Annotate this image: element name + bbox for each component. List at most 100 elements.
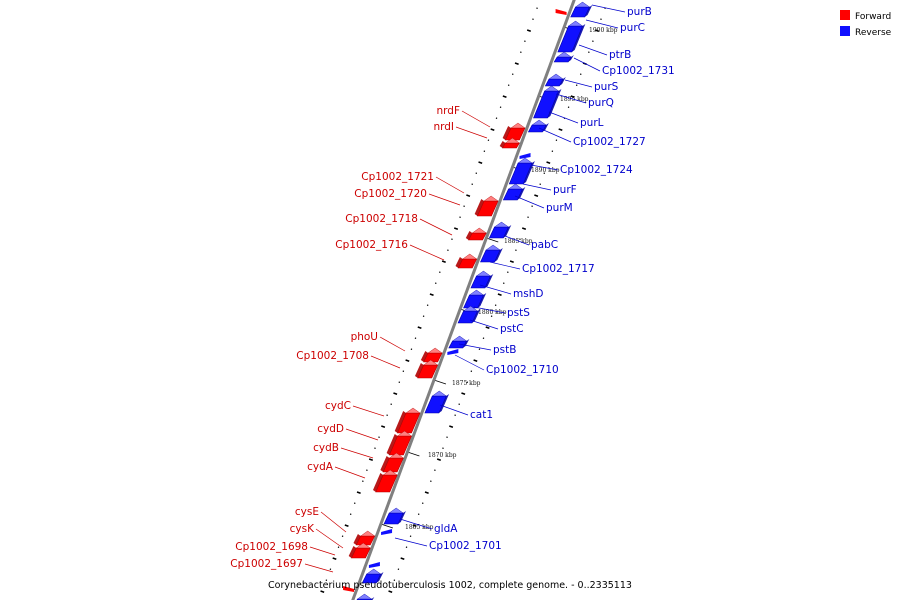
gene-label-connector [458,343,492,351]
forward-gene-feature[interactable] [386,430,413,456]
gene-label-connector [469,319,499,330]
forward-gene-label[interactable]: Cp1002_1708 [296,350,369,362]
reverse-gene-label[interactable]: purB [627,6,652,18]
scale-tick-line [407,451,420,457]
reverse-gene-label[interactable]: gldA [434,523,458,535]
forward-gene-feature[interactable] [455,253,478,269]
gene-label-connector [461,110,491,128]
scale-tick-line [433,379,447,385]
scale-tick-mark [509,260,514,263]
reverse-gene-label[interactable]: cat1 [470,409,493,421]
scale-tick-mark [497,293,502,296]
reverse-gene-feature[interactable] [557,20,586,53]
forward-gene-feature[interactable] [372,469,398,493]
forward-gene-feature[interactable] [348,542,371,559]
forward-gene-label[interactable]: Cp1002_1698 [235,541,308,553]
reverse-gene-label[interactable]: Cp1002_1710 [486,364,559,376]
reverse-gene-feature[interactable] [553,51,574,63]
reverse-gene-label[interactable]: purL [580,117,604,129]
reverse-gene-feature[interactable] [448,335,470,349]
forward-gene-feature[interactable] [474,195,499,217]
forward-gene-label[interactable]: Cp1002_1697 [230,558,303,570]
reverse-gene-fragment[interactable] [368,562,380,568]
forward-gene-label[interactable]: cydC [325,400,351,412]
scale-tick-label: 1885 kbp [504,238,533,245]
gene-label-connector [578,44,608,56]
forward-gene-label[interactable]: phoU [351,331,378,343]
scale-tick-mark [429,293,434,296]
forward-gene-label[interactable]: Cp1002_1716 [335,239,408,251]
reverse-gene-feature[interactable] [355,593,375,600]
forward-gene-label[interactable]: cydB [313,442,339,454]
reverse-gene-fragment[interactable] [519,153,531,159]
reverse-gene-label[interactable]: Cp1002_1727 [573,136,646,148]
reverse-gene-feature[interactable] [544,73,566,87]
reverse-gene-label[interactable]: Cp1002_1701 [429,540,502,552]
forward-gene-feature[interactable] [465,227,487,241]
reverse-gene-label[interactable]: pstS [507,307,530,319]
reverse-gene-label[interactable]: purM [546,202,573,214]
reverse-gene-label[interactable]: Cp1002_1717 [522,263,595,275]
reverse-gene-fragment[interactable] [381,529,393,535]
scale-tick-mark [453,227,459,230]
scale-tick-mark [558,128,563,131]
forward-gene-feature[interactable] [414,359,439,379]
reverse-gene-feature[interactable] [570,1,593,18]
reverse-gene-label[interactable]: purS [594,81,619,93]
gene-label-connector [419,218,453,236]
reverse-gene-label[interactable]: mshD [513,288,543,300]
scale-tick-mark [490,128,495,131]
reverse-gene-feature[interactable] [533,85,562,119]
forward-gene-feature[interactable] [394,407,421,434]
reverse-gene-feature[interactable] [424,390,450,414]
reverse-gene-feature[interactable] [508,157,535,185]
scale-tick-mark [546,161,551,164]
forward-gene-label[interactable]: Cp1002_1720 [354,188,427,200]
reverse-gene-feature[interactable] [361,568,384,584]
reverse-gene-label[interactable]: purQ [588,97,614,109]
reverse-gene-feature[interactable] [488,221,512,239]
forward-gene-feature[interactable] [420,347,443,363]
forward-gene-label[interactable]: cysE [295,506,319,518]
forward-gene-label[interactable]: cydD [317,423,344,435]
reverse-gene-feature[interactable] [480,244,503,263]
reverse-gene-feature[interactable] [470,270,494,289]
gene-label-connector [352,405,385,417]
forward-gene-label[interactable]: cysK [290,523,315,535]
reverse-gene-label[interactable]: ptrB [609,49,631,61]
forward-gene-fragment[interactable] [343,586,355,592]
reverse-gene-label[interactable]: purC [620,22,645,34]
gene-label-connector [555,93,587,104]
forward-gene-feature[interactable] [353,530,376,546]
reverse-gene-feature[interactable] [383,507,406,525]
scale-tick-mark [449,425,454,428]
forward-gene-label[interactable]: cydA [307,461,334,473]
forward-gene-label[interactable]: nrdI [433,121,454,133]
forward-gene-label[interactable]: nrdF [437,105,461,117]
reverse-gene-label[interactable]: Cp1002_1731 [602,65,675,77]
legend-label-reverse: Reverse [855,28,892,38]
reverse-gene-label[interactable]: Cp1002_1724 [560,164,633,176]
forward-gene-label[interactable]: Cp1002_1718 [345,213,418,225]
scale-tick-mark [485,326,490,329]
reverse-gene-label[interactable]: pstC [500,323,524,335]
gene-label-connector [591,4,626,13]
reverse-gene-feature[interactable] [463,289,487,309]
forward-gene-label[interactable]: Cp1002_1721 [361,171,434,183]
reverse-gene-feature[interactable] [527,119,549,133]
reverse-gene-fragment[interactable] [447,349,459,355]
reverse-gene-feature[interactable] [457,305,481,324]
forward-gene-feature[interactable] [499,137,521,149]
reverse-gene-label[interactable]: pstB [493,344,516,356]
gene-label-connector [564,79,593,88]
forward-gene-fragment[interactable] [555,9,567,15]
reverse-gene-label[interactable]: pabC [531,239,558,251]
gene-label-connector [455,126,488,139]
scale-tick-mark [521,227,527,230]
backbone [351,0,576,600]
scale-tick-mark [344,524,349,527]
forward-gene-feature[interactable] [502,122,526,141]
forward-gene-feature[interactable] [380,452,405,473]
reverse-gene-label[interactable]: purF [553,184,577,196]
